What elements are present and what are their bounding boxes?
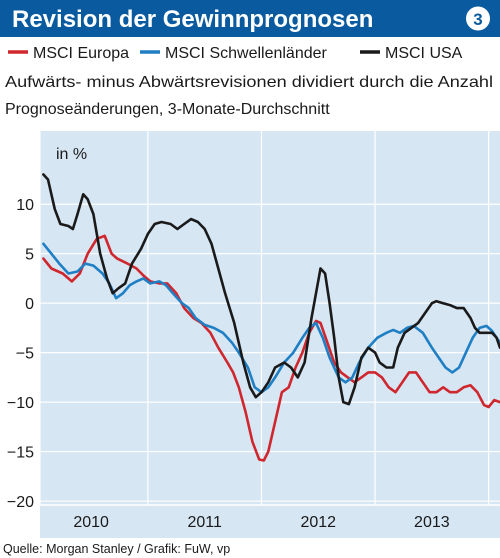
y-tick-label: 10 xyxy=(16,197,34,214)
x-axis: 2010 2011 2012 2013 xyxy=(73,514,449,531)
subtitle-line-1: Aufwärts- minus Abwärtsrevisionen dividi… xyxy=(5,74,493,91)
series-line-schwellen xyxy=(42,242,500,394)
y-tick-label: 5 xyxy=(25,247,34,264)
y-axis-unit: in % xyxy=(56,146,87,163)
x-tick-label-2013: 2013 xyxy=(414,514,450,531)
y-axis: 10 5 0 −5 −10 −15 −20 xyxy=(7,197,34,511)
y-tick-label: −20 xyxy=(7,494,34,511)
series-line-usa xyxy=(42,173,500,406)
header-bar xyxy=(0,0,500,37)
source-note: Quelle: Morgan Stanley / Grafik: FuW, vp xyxy=(3,542,230,556)
y-tick-label: −10 xyxy=(7,395,34,412)
x-tick-label-2010: 2010 xyxy=(73,514,109,531)
legend-label-usa: MSCI USA xyxy=(385,45,463,62)
grid xyxy=(39,131,500,538)
chart-title: Revision der Gewinnprognosen xyxy=(12,6,373,33)
series-lines xyxy=(42,173,500,462)
badge-number: 3 xyxy=(473,10,482,29)
y-tick-label: −15 xyxy=(7,445,34,462)
y-tick-label: −5 xyxy=(16,346,34,363)
x-axis-band xyxy=(40,505,500,538)
y-tick-label: 0 xyxy=(25,296,34,313)
x-tick-label-2012: 2012 xyxy=(300,514,336,531)
legend-label-europa: MSCI Europa xyxy=(33,45,129,62)
badge-circle xyxy=(466,6,490,31)
x-tick-label-2011: 2011 xyxy=(187,514,222,531)
series-line-europa xyxy=(42,234,500,462)
legend: MSCI Europa MSCI Schwellenländer MSCI US… xyxy=(8,45,463,62)
legend-label-schwellen: MSCI Schwellenländer xyxy=(165,45,328,62)
subtitle-line-2: Prognoseänderungen, 3-Monate-Durchschnit… xyxy=(5,101,330,118)
